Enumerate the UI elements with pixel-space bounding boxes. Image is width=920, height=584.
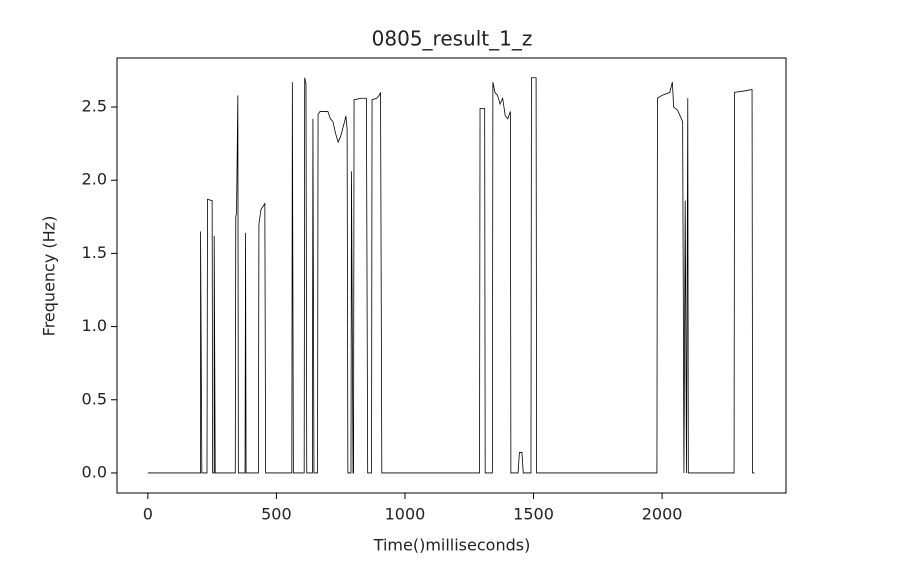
x-tick-label: 1000	[385, 505, 426, 524]
x-tick-label: 1500	[513, 505, 554, 524]
y-axis-label: Frequency (Hz)	[40, 216, 59, 337]
y-tick-label: 0.0	[82, 462, 107, 481]
x-tick-label: 0	[143, 505, 153, 524]
y-tick-label: 0.5	[82, 389, 107, 408]
chart-title: 0805_result_1_z	[372, 27, 533, 51]
x-tick-label: 500	[261, 505, 292, 524]
plot-frame	[116, 57, 787, 494]
y-tick-label: 2.0	[82, 170, 107, 189]
x-axis-label: Time()milliseconds)	[373, 536, 531, 555]
y-tick-label: 2.5	[82, 97, 107, 116]
x-tick-label: 2000	[642, 505, 683, 524]
y-tick-label: 1.5	[82, 243, 107, 262]
y-tick-label: 1.0	[82, 316, 107, 335]
data-line	[147, 77, 755, 474]
